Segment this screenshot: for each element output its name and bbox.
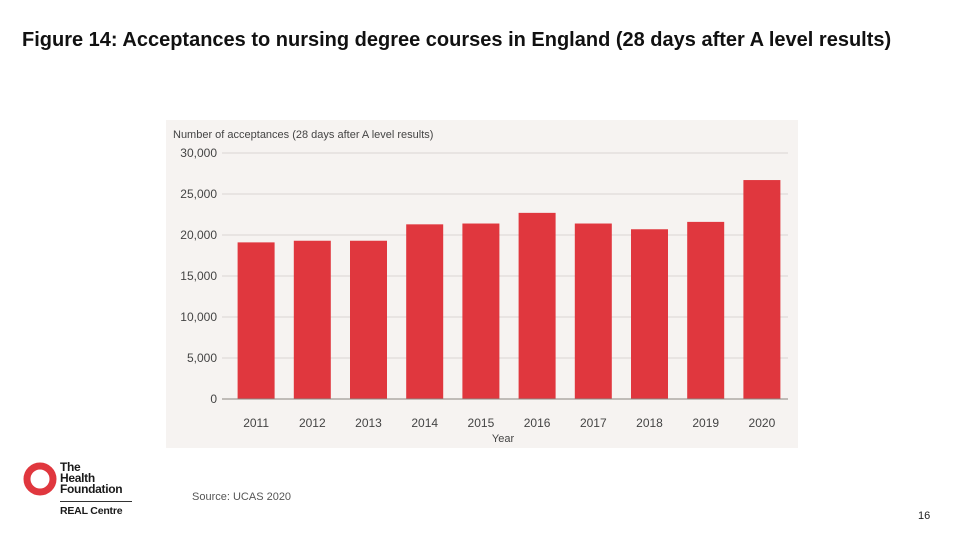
health-foundation-logo bbox=[23, 462, 57, 496]
y-tick-label: 20,000 bbox=[180, 228, 217, 242]
x-tick-label: 2016 bbox=[524, 416, 551, 430]
bar-2015 bbox=[462, 223, 500, 399]
y-axis-label: Number of acceptances (28 days after A l… bbox=[173, 129, 433, 141]
logo-line-1: The bbox=[60, 460, 81, 474]
page-number: 16 bbox=[918, 510, 931, 522]
bar-2012 bbox=[293, 240, 331, 399]
x-tick-label: 2012 bbox=[299, 416, 326, 430]
bar-2017 bbox=[574, 223, 612, 399]
logo-line-2: Health bbox=[60, 471, 95, 485]
x-tick-label: 2014 bbox=[411, 416, 438, 430]
logo-line-3: Foundation bbox=[60, 482, 123, 496]
x-tick-label: 2011 bbox=[243, 416, 269, 430]
y-tick-label: 15,000 bbox=[180, 269, 217, 283]
x-tick-label: 2013 bbox=[355, 416, 382, 430]
x-tick-label: 2015 bbox=[468, 416, 495, 430]
bar-2013 bbox=[350, 240, 387, 399]
bar-2011 bbox=[237, 242, 275, 399]
y-tick-label: 25,000 bbox=[180, 187, 217, 201]
x-tick-label: 2017 bbox=[580, 416, 607, 430]
source-note: Source: UCAS 2020 bbox=[192, 491, 292, 503]
x-axis-label: Year bbox=[492, 433, 515, 445]
logo-wordmark: The Health Foundation bbox=[60, 460, 150, 496]
y-tick-label: 30,000 bbox=[180, 146, 217, 160]
x-tick-label: 2020 bbox=[749, 416, 776, 430]
bar-2016 bbox=[518, 212, 556, 399]
page-title: Figure 14: Acceptances to nursing degree… bbox=[22, 29, 892, 51]
bar-2020 bbox=[743, 180, 781, 399]
y-tick-label: 5,000 bbox=[187, 351, 217, 365]
bar-2014 bbox=[406, 224, 444, 399]
bar-2018 bbox=[631, 229, 668, 399]
y-tick-label: 0 bbox=[210, 392, 217, 406]
bar-2019 bbox=[687, 221, 725, 399]
y-tick-label: 10,000 bbox=[180, 310, 217, 324]
x-tick-label: 2018 bbox=[636, 416, 663, 430]
logo-divider bbox=[60, 501, 132, 502]
x-tick-label: 2019 bbox=[692, 416, 719, 430]
logo-subtitle: REAL Centre bbox=[60, 505, 123, 517]
logo-ring-icon bbox=[23, 462, 57, 496]
